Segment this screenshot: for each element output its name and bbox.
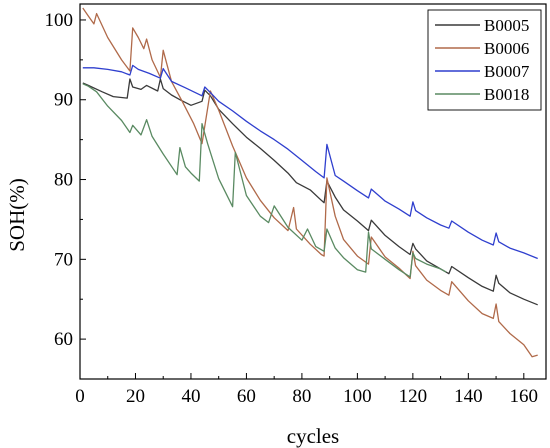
series-line-b0018 [82, 83, 447, 278]
y-tick-label: 60 [54, 329, 73, 350]
x-tick-label: 100 [343, 386, 372, 407]
x-tick-label: 140 [454, 386, 483, 407]
legend: B0005 B0006 B0007 B0018 [427, 9, 542, 111]
series-line-b0005 [82, 78, 538, 306]
x-axis-label: cycles [287, 424, 339, 448]
legend-label: B0007 [484, 62, 530, 81]
x-tick-label: 120 [399, 386, 428, 407]
x-tick-label: 0 [75, 386, 85, 407]
legend-label: B0005 [484, 16, 529, 35]
x-axis: 0 20 40 60 80 100 120 140 160 [75, 373, 538, 407]
legend-label: B0018 [484, 85, 529, 104]
y-tick-label: 70 [54, 249, 73, 270]
plot-frame [79, 3, 547, 380]
series-line-b0007 [82, 64, 538, 260]
y-tick-label: 100 [45, 10, 74, 31]
x-tick-label: 40 [181, 386, 200, 407]
x-tick-label: 20 [126, 386, 145, 407]
y-axis-label: SOH(%) [5, 178, 29, 252]
y-tick-label: 90 [54, 90, 73, 111]
legend-label: B0006 [484, 39, 529, 58]
x-tick-label: 80 [292, 386, 311, 407]
y-tick-label: 80 [54, 170, 73, 191]
y-axis: 60 70 80 90 100 [45, 10, 86, 380]
lines-layer [82, 7, 538, 358]
legend-box [427, 9, 542, 111]
x-tick-label: 60 [237, 386, 256, 407]
x-tick-label: 160 [510, 386, 539, 407]
